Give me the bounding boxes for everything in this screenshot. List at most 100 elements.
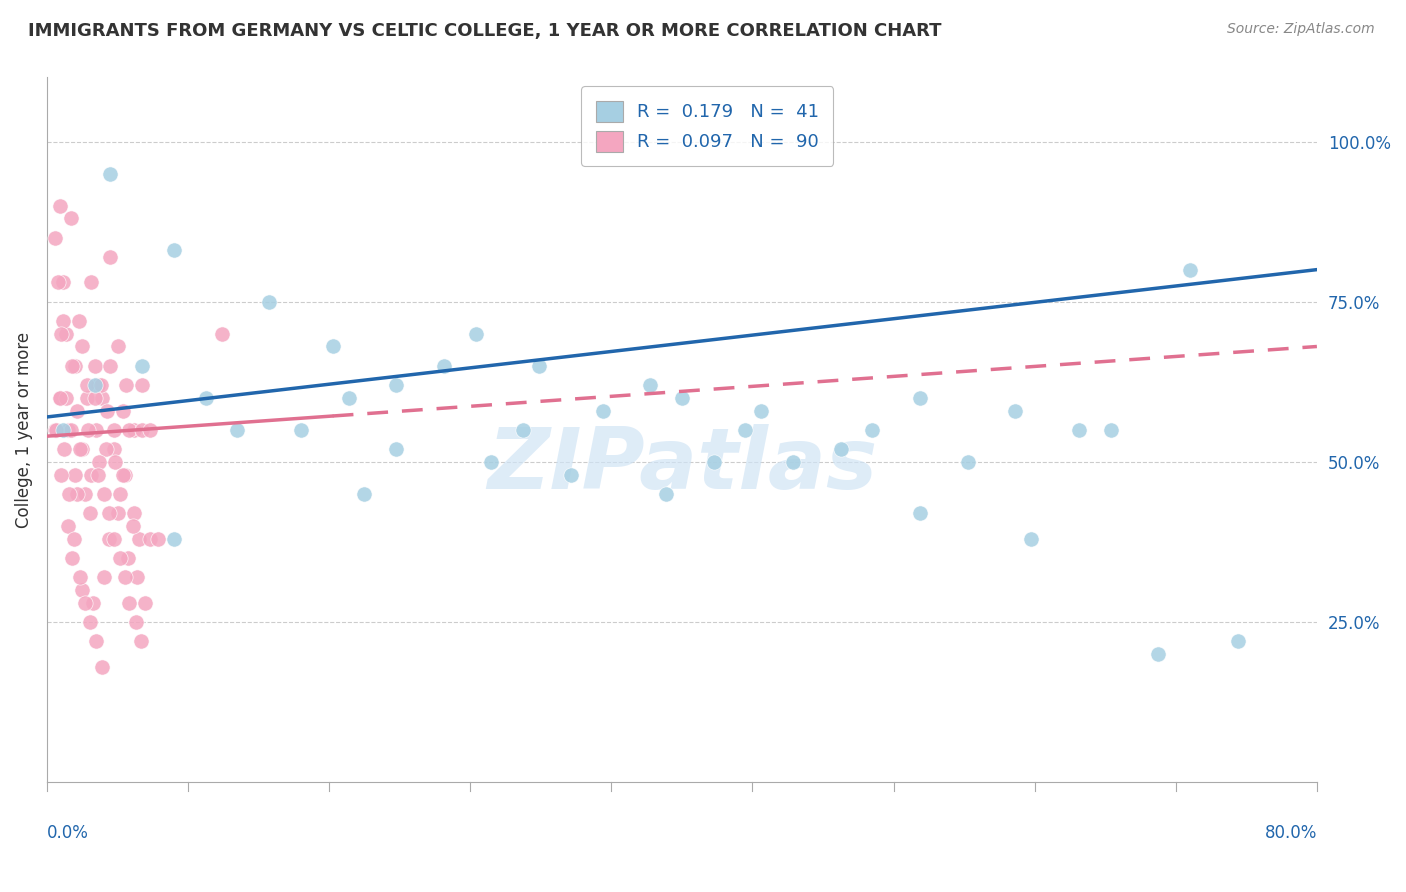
Point: [97, 532, 120, 546]
Point: [139, 532, 162, 546]
Point: [749, 403, 772, 417]
Point: [107, 506, 129, 520]
Point: [70, 339, 93, 353]
Point: [479, 455, 502, 469]
Point: [83, 359, 105, 373]
Point: [956, 455, 979, 469]
Point: [45, 423, 67, 437]
Point: [257, 294, 280, 309]
Text: 80.0%: 80.0%: [1264, 824, 1317, 842]
Text: ZIPatlas: ZIPatlas: [486, 424, 877, 507]
Point: [782, 455, 804, 469]
Point: [134, 596, 156, 610]
Point: [80, 467, 103, 482]
Point: [1004, 403, 1026, 417]
Point: [734, 423, 756, 437]
Point: [115, 378, 138, 392]
Point: [96, 403, 118, 417]
Text: IMMIGRANTS FROM GERMANY VS CELTIC COLLEGE, 1 YEAR OR MORE CORRELATION CHART: IMMIGRANTS FROM GERMANY VS CELTIC COLLEG…: [28, 22, 942, 40]
Point: [55, 326, 77, 341]
Point: [139, 423, 162, 437]
Point: [60, 359, 83, 373]
Point: [1178, 262, 1201, 277]
Point: [94, 442, 117, 456]
Point: [908, 506, 931, 520]
Text: Source: ZipAtlas.com: Source: ZipAtlas.com: [1227, 22, 1375, 37]
Point: [1067, 423, 1090, 437]
Point: [512, 423, 534, 437]
Point: [129, 634, 152, 648]
Point: [56, 519, 79, 533]
Point: [560, 467, 582, 482]
Point: [112, 467, 135, 482]
Point: [122, 423, 145, 437]
Point: [79, 506, 101, 520]
Point: [103, 442, 125, 456]
Point: [44, 230, 66, 244]
Point: [703, 455, 725, 469]
Point: [103, 532, 125, 546]
Point: [76, 391, 98, 405]
Point: [194, 391, 217, 405]
Point: [385, 442, 408, 456]
Point: [91, 660, 114, 674]
Text: 0.0%: 0.0%: [46, 824, 89, 842]
Point: [86, 467, 108, 482]
Point: [118, 423, 141, 437]
Point: [112, 403, 135, 417]
Point: [69, 442, 91, 456]
Point: [104, 455, 127, 469]
Point: [118, 596, 141, 610]
Point: [127, 570, 149, 584]
Point: [671, 391, 693, 405]
Point: [128, 532, 150, 546]
Point: [66, 487, 89, 501]
Point: [46, 276, 69, 290]
Point: [1147, 647, 1170, 661]
Point: [100, 250, 122, 264]
Point: [464, 326, 486, 341]
Point: [84, 423, 107, 437]
Point: [77, 423, 100, 437]
Point: [290, 423, 312, 437]
Point: [73, 487, 96, 501]
Point: [226, 423, 249, 437]
Point: [89, 455, 111, 469]
Point: [860, 423, 883, 437]
Point: [1099, 423, 1122, 437]
Point: [52, 423, 75, 437]
Point: [211, 326, 233, 341]
Point: [93, 487, 115, 501]
Point: [48, 198, 70, 212]
Point: [163, 532, 186, 546]
Point: [70, 442, 93, 456]
Point: [117, 550, 139, 565]
Point: [337, 391, 360, 405]
Point: [100, 359, 122, 373]
Point: [83, 391, 105, 405]
Point: [65, 359, 87, 373]
Point: [527, 359, 550, 373]
Point: [433, 359, 456, 373]
Point: [56, 423, 79, 437]
Point: [90, 378, 112, 392]
Point: [103, 423, 125, 437]
Y-axis label: College, 1 year or more: College, 1 year or more: [15, 332, 32, 528]
Point: [1226, 634, 1249, 648]
Point: [65, 467, 87, 482]
Point: [107, 339, 129, 353]
Point: [1019, 532, 1042, 546]
Point: [55, 391, 77, 405]
Point: [100, 167, 122, 181]
Point: [52, 276, 75, 290]
Point: [82, 596, 104, 610]
Point: [84, 634, 107, 648]
Point: [86, 378, 108, 392]
Point: [322, 339, 344, 353]
Point: [114, 570, 136, 584]
Point: [131, 423, 153, 437]
Point: [655, 487, 678, 501]
Point: [108, 550, 131, 565]
Point: [79, 615, 101, 629]
Point: [83, 378, 105, 392]
